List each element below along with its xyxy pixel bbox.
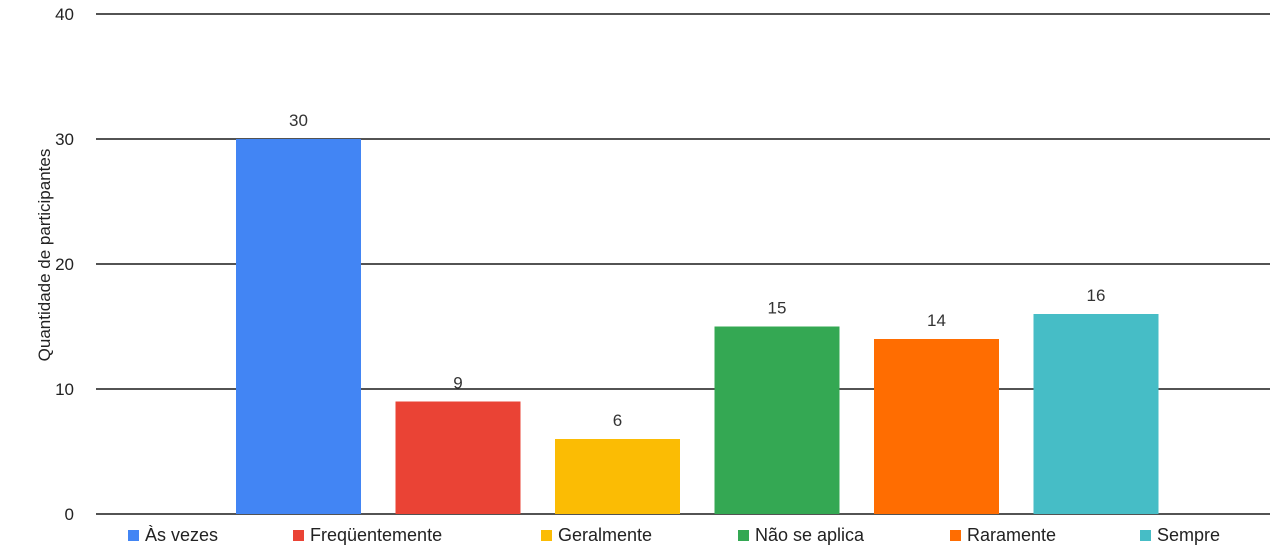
y-tick-label-30: 30 <box>55 130 74 149</box>
data-label-2: 6 <box>613 411 622 430</box>
data-label-4: 14 <box>927 311 946 330</box>
bar-2 <box>555 439 680 514</box>
legend-swatch-0 <box>128 530 139 541</box>
bar-4 <box>874 339 999 514</box>
y-tick-label-0: 0 <box>65 505 74 524</box>
legend-label-1: Freqüentemente <box>310 525 442 545</box>
legend-swatch-1 <box>293 530 304 541</box>
data-label-3: 15 <box>768 299 787 318</box>
data-label-5: 16 <box>1087 286 1106 305</box>
legend-label-2: Geralmente <box>558 525 652 545</box>
bars <box>236 139 1159 514</box>
legend-swatch-5 <box>1140 530 1151 541</box>
y-tick-label-40: 40 <box>55 5 74 24</box>
legend-swatch-4 <box>950 530 961 541</box>
legend-swatch-2 <box>541 530 552 541</box>
legend: Às vezes Freqüentemente Geralmente Não se a… <box>128 525 1220 545</box>
bar-1 <box>395 401 521 514</box>
data-label-1: 9 <box>453 374 462 393</box>
bar-5 <box>1033 314 1159 514</box>
bar-3 <box>714 326 840 514</box>
legend-label-0: Às vezes <box>145 525 218 545</box>
legend-label-3: Não se aplica <box>755 525 865 545</box>
bar-0 <box>236 139 361 514</box>
legend-swatch-3 <box>738 530 749 541</box>
y-axis-title: Quantidade de participantes <box>35 149 54 362</box>
data-labels: 30 9 6 15 14 16 <box>289 111 1105 430</box>
y-tick-label-10: 10 <box>55 380 74 399</box>
y-tick-labels: 0 10 20 30 40 <box>55 5 74 524</box>
legend-label-5: Sempre <box>1157 525 1220 545</box>
legend-label-4: Raramente <box>967 525 1056 545</box>
data-label-0: 30 <box>289 111 308 130</box>
y-tick-label-20: 20 <box>55 255 74 274</box>
